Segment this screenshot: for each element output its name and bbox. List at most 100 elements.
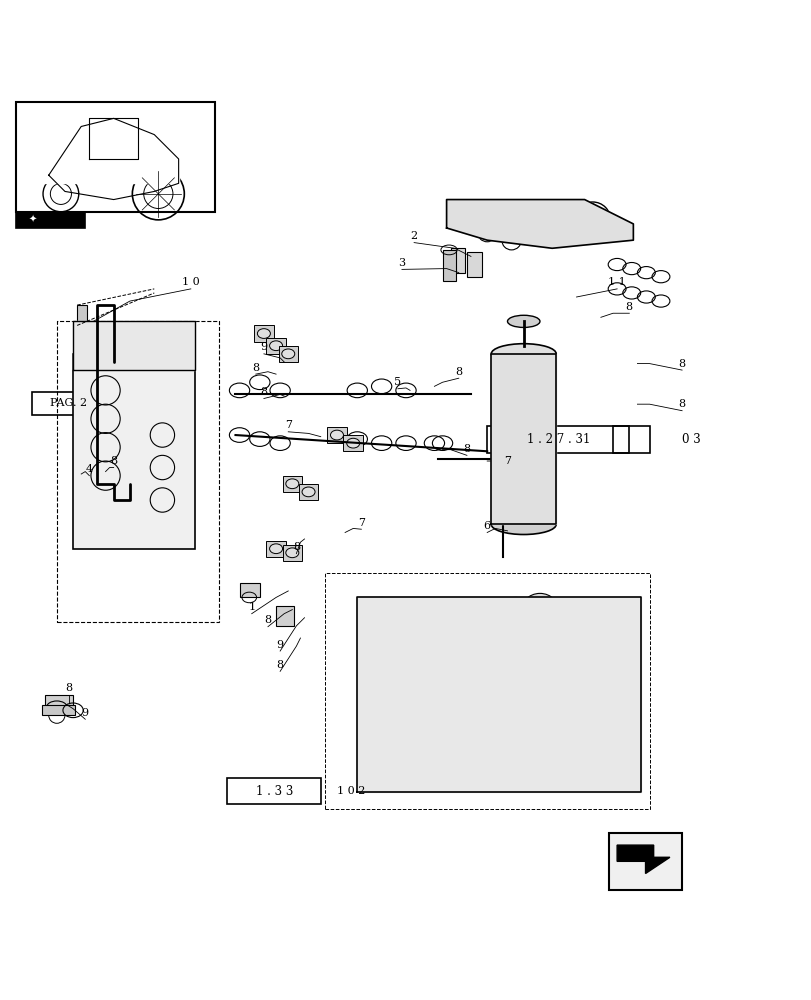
Bar xyxy=(266,541,285,557)
Bar xyxy=(254,325,273,342)
Text: 1 . 2 7 . 31: 1 . 2 7 . 31 xyxy=(526,433,590,446)
Circle shape xyxy=(466,606,507,646)
Bar xyxy=(16,102,215,212)
Bar xyxy=(327,427,346,443)
Circle shape xyxy=(474,735,500,761)
Ellipse shape xyxy=(269,341,282,351)
Circle shape xyxy=(563,666,589,692)
Text: 2: 2 xyxy=(410,231,417,241)
Circle shape xyxy=(385,606,426,646)
Circle shape xyxy=(361,683,401,723)
Bar xyxy=(450,248,465,273)
Text: 8: 8 xyxy=(678,359,684,369)
Bar xyxy=(32,392,105,415)
Circle shape xyxy=(393,694,418,720)
Polygon shape xyxy=(73,321,195,370)
Text: 9: 9 xyxy=(260,342,267,352)
Ellipse shape xyxy=(269,544,282,554)
Polygon shape xyxy=(357,597,641,792)
Circle shape xyxy=(368,605,394,631)
Circle shape xyxy=(368,690,394,716)
Text: 8: 8 xyxy=(264,615,271,625)
Bar xyxy=(487,426,629,453)
Circle shape xyxy=(417,698,443,724)
Bar xyxy=(612,426,649,453)
Circle shape xyxy=(410,614,450,654)
Circle shape xyxy=(401,646,442,687)
Circle shape xyxy=(410,691,450,731)
Circle shape xyxy=(385,727,426,768)
Ellipse shape xyxy=(257,329,270,338)
Bar xyxy=(608,833,681,890)
Circle shape xyxy=(547,649,573,675)
Circle shape xyxy=(502,605,528,631)
Circle shape xyxy=(474,694,500,720)
Bar xyxy=(282,476,302,492)
Circle shape xyxy=(376,649,402,675)
Text: 9: 9 xyxy=(277,640,283,650)
Text: 6: 6 xyxy=(483,521,490,531)
Bar xyxy=(45,695,73,707)
Polygon shape xyxy=(41,118,178,183)
Circle shape xyxy=(474,638,515,679)
Bar xyxy=(343,435,363,451)
Circle shape xyxy=(361,597,401,638)
Text: 4: 4 xyxy=(86,464,92,474)
Bar xyxy=(276,606,294,626)
Bar xyxy=(442,250,455,281)
Text: 1 0: 1 0 xyxy=(182,277,200,287)
Bar xyxy=(42,705,75,715)
Circle shape xyxy=(526,601,552,627)
Circle shape xyxy=(445,625,471,651)
Circle shape xyxy=(502,690,528,716)
Circle shape xyxy=(369,642,410,683)
Bar xyxy=(282,545,302,561)
Circle shape xyxy=(579,674,605,700)
Ellipse shape xyxy=(285,479,298,489)
Circle shape xyxy=(445,698,471,724)
Circle shape xyxy=(495,683,535,723)
Text: 8: 8 xyxy=(463,444,470,454)
Bar xyxy=(227,778,320,804)
Circle shape xyxy=(426,731,466,772)
Text: 8: 8 xyxy=(625,302,632,312)
Circle shape xyxy=(438,618,478,658)
Circle shape xyxy=(556,658,596,699)
Ellipse shape xyxy=(507,315,539,327)
Text: 7: 7 xyxy=(358,518,364,528)
Text: 8: 8 xyxy=(455,367,461,377)
Text: ✦: ✦ xyxy=(28,215,36,225)
Text: 3: 3 xyxy=(398,258,405,268)
Text: 1 . 3 3: 1 . 3 3 xyxy=(255,785,293,798)
Ellipse shape xyxy=(302,487,315,497)
Circle shape xyxy=(574,202,610,238)
Text: 8: 8 xyxy=(66,683,72,693)
Ellipse shape xyxy=(346,438,359,448)
Text: 8: 8 xyxy=(252,363,259,373)
Bar xyxy=(73,354,195,549)
Bar xyxy=(16,212,85,228)
Text: 7: 7 xyxy=(285,420,291,430)
Bar xyxy=(466,252,481,277)
Bar xyxy=(77,305,87,325)
Text: 9: 9 xyxy=(82,708,88,718)
Polygon shape xyxy=(491,354,556,524)
Circle shape xyxy=(466,687,507,727)
Circle shape xyxy=(438,691,478,731)
Text: 8: 8 xyxy=(678,399,684,409)
Text: 1: 1 xyxy=(248,602,255,612)
Circle shape xyxy=(477,222,496,242)
Circle shape xyxy=(433,739,459,765)
Circle shape xyxy=(474,613,500,639)
Text: 8: 8 xyxy=(293,542,299,552)
Ellipse shape xyxy=(285,548,298,558)
Bar xyxy=(266,338,285,354)
Circle shape xyxy=(409,653,435,679)
Circle shape xyxy=(393,613,418,639)
Circle shape xyxy=(572,666,612,707)
Circle shape xyxy=(385,687,426,727)
Text: 8: 8 xyxy=(110,456,117,466)
Circle shape xyxy=(466,727,507,768)
Text: 1 0 2: 1 0 2 xyxy=(337,786,365,796)
Ellipse shape xyxy=(281,349,294,359)
